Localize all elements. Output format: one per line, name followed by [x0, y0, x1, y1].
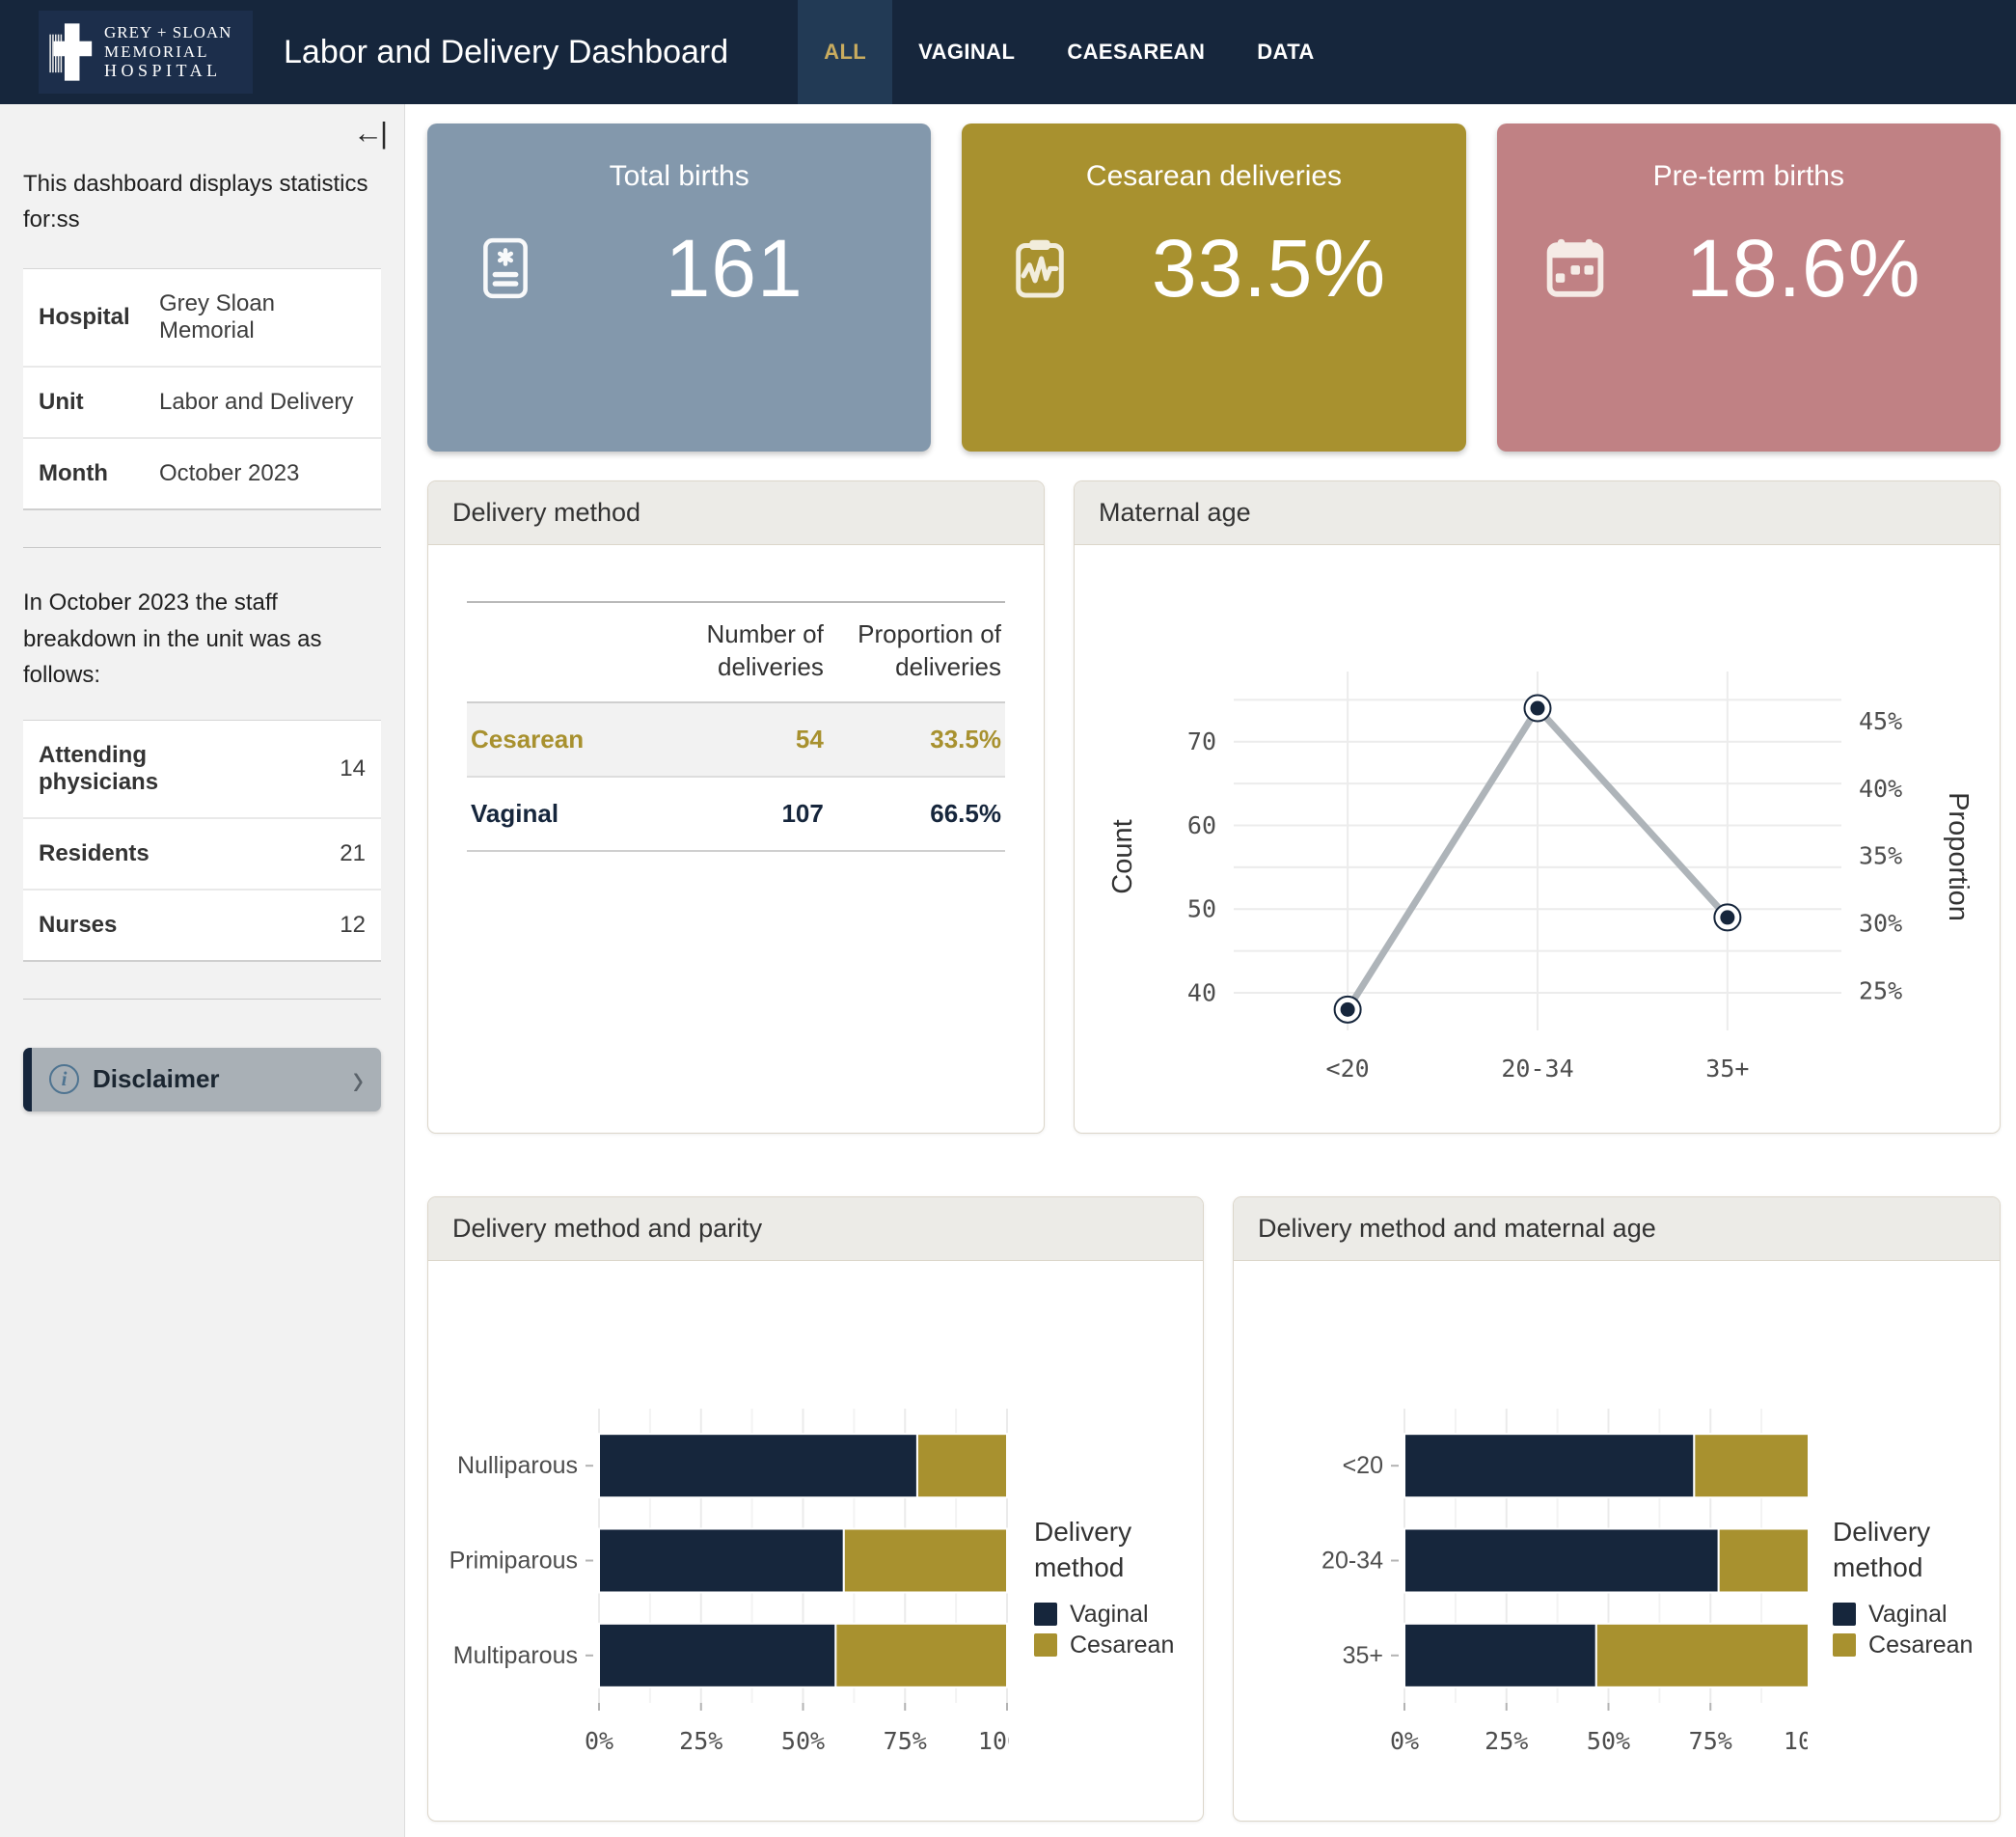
vaginal-swatch — [1034, 1603, 1057, 1626]
svg-text:70: 70 — [1186, 727, 1215, 755]
page-title: Labor and Delivery Dashboard — [284, 34, 728, 71]
info-row-unit: Unit Labor and Delivery — [23, 367, 381, 438]
sidebar-divider — [23, 999, 381, 1000]
svg-text:50%: 50% — [1587, 1727, 1630, 1755]
disclaimer-button[interactable]: i Disclaimer › — [23, 1048, 381, 1111]
delivery-maternal-age-card: Delivery method and maternal age <20 20-3… — [1233, 1196, 2001, 1822]
legend-item-cesarean: Cesarean — [1833, 1631, 2000, 1659]
info-row-month: Month October 2023 — [23, 438, 381, 509]
svg-text:45%: 45% — [1859, 707, 1902, 735]
info-row-hospital: Hospital Grey Sloan Memorial — [23, 269, 381, 368]
staff-intro-text: In October 2023 the staff breakdown in t… — [23, 585, 381, 693]
cesarean-rate-value: 33.5% — [1072, 228, 1465, 309]
main-content: Total births — [405, 104, 2016, 1837]
total-births-value: 161 — [537, 228, 931, 309]
maternal-age-card: Maternal age 40 50 60 70 25% 30% 35% 40% 45% <20 2… — [1074, 480, 2001, 1134]
nav-tabs: ALL VAGINAL CAESAREAN DATA — [798, 0, 1341, 104]
value-box-total-births: Total births — [427, 123, 931, 452]
svg-text:Primiparous: Primiparous — [450, 1548, 578, 1575]
svg-text:<20: <20 — [1343, 1452, 1383, 1479]
svg-text:20-34: 20-34 — [1321, 1548, 1383, 1575]
svg-text:25%: 25% — [1859, 976, 1902, 1004]
tab-caesarean[interactable]: CAESAREAN — [1041, 0, 1231, 104]
delivery-parity-card: Delivery method and parity Nulliparous Pr… — [427, 1196, 1204, 1822]
cesarean-swatch — [1833, 1633, 1856, 1657]
card-title: Delivery method and parity — [428, 1197, 1203, 1261]
hospital-logo: GREY + SLOAN MEMORIAL HOSPITAL — [39, 11, 253, 94]
table-row-cesarean: Cesarean 54 33.5% — [467, 702, 1005, 777]
sidebar-divider — [23, 547, 381, 548]
staff-row-residents: Residents 21 — [23, 818, 381, 890]
table-row-vaginal: Vaginal 107 66.5% — [467, 777, 1005, 851]
vaginal-swatch — [1833, 1603, 1856, 1626]
svg-text:35+: 35+ — [1705, 1055, 1749, 1083]
svg-text:50%: 50% — [781, 1727, 825, 1755]
svg-text:Count: Count — [1107, 819, 1138, 893]
svg-text:<20: <20 — [1325, 1055, 1369, 1083]
legend-item-cesarean: Cesarean — [1034, 1631, 1203, 1659]
svg-text:0%: 0% — [1390, 1727, 1419, 1755]
svg-text:Proportion: Proportion — [1943, 792, 1974, 921]
disclaimer-label: Disclaimer — [93, 1064, 220, 1094]
legend: Delivery method Vaginal Cesarean — [1833, 1515, 2000, 1659]
tab-data[interactable]: DATA — [1231, 0, 1340, 104]
value-box-cesarean: Cesarean deliveries 33.5% — [962, 123, 1465, 452]
svg-text:40%: 40% — [1859, 775, 1902, 803]
svg-text:25%: 25% — [1485, 1727, 1528, 1755]
card-title: Delivery method and maternal age — [1234, 1197, 2000, 1261]
sidebar-intro-text: This dashboard displays statistics for:s… — [23, 166, 381, 237]
file-medical-icon — [474, 236, 537, 300]
hospital-info-table: Hospital Grey Sloan Memorial Unit Labor … — [23, 268, 381, 510]
parity-stacked-bar-chart: Nulliparous Primiparous Multiparous 0% 25% 50… — [440, 1394, 1009, 1780]
chevron-right-icon: › — [353, 1056, 364, 1103]
svg-text:75%: 75% — [884, 1727, 927, 1755]
col-header-proportion: Proportion of deliveries — [828, 602, 1005, 702]
svg-text:100%: 100% — [1784, 1727, 1808, 1755]
tab-all[interactable]: ALL — [798, 0, 892, 104]
svg-text:25%: 25% — [679, 1727, 722, 1755]
sidebar: ←| This dashboard displays statistics fo… — [0, 104, 405, 1837]
legend-item-vaginal: Vaginal — [1034, 1601, 1203, 1629]
col-header-number: Number of deliveries — [650, 602, 828, 702]
tab-vaginal[interactable]: VAGINAL — [892, 0, 1041, 104]
hospital-cross-icon — [48, 20, 95, 84]
legend-item-vaginal: Vaginal — [1833, 1601, 2000, 1629]
svg-text:20-34: 20-34 — [1501, 1055, 1573, 1083]
info-icon: i — [49, 1064, 79, 1094]
cesarean-swatch — [1034, 1633, 1057, 1657]
value-boxes-row: Total births — [427, 123, 2001, 452]
hospital-logo-text: GREY + SLOAN MEMORIAL HOSPITAL — [104, 23, 232, 81]
delivery-method-card: Delivery method Number of deliveries Pro… — [427, 480, 1045, 1134]
card-title: Maternal age — [1075, 481, 2000, 545]
collapse-sidebar-icon[interactable]: ←| — [353, 116, 385, 151]
staff-row-attending: Attending physicians 14 — [23, 720, 381, 818]
svg-text:100%: 100% — [978, 1727, 1009, 1755]
staff-table: Attending physicians 14 Residents 21 Nur… — [23, 720, 381, 962]
value-box-preterm: Pre-term births 18.6% — [1497, 123, 2001, 452]
svg-text:60: 60 — [1186, 811, 1215, 839]
calendar-week-icon — [1543, 236, 1607, 300]
svg-text:50: 50 — [1186, 895, 1215, 923]
age-stacked-bar-chart: <20 20-34 35+ 0% 25% 50% 75% 100% — [1245, 1394, 1808, 1780]
clipboard-pulse-icon — [1008, 236, 1072, 300]
svg-text:Nulliparous: Nulliparous — [457, 1452, 578, 1479]
svg-text:30%: 30% — [1859, 909, 1902, 937]
svg-text:35%: 35% — [1859, 842, 1902, 870]
svg-text:40: 40 — [1186, 978, 1215, 1006]
navbar: GREY + SLOAN MEMORIAL HOSPITAL Labor and… — [0, 0, 2016, 104]
preterm-rate-value: 18.6% — [1607, 228, 2001, 309]
delivery-method-table: Number of deliveries Proportion of deliv… — [467, 601, 1005, 852]
staff-row-nurses: Nurses 12 — [23, 890, 381, 961]
svg-text:35+: 35+ — [1343, 1642, 1383, 1669]
svg-text:0%: 0% — [585, 1727, 613, 1755]
svg-text:75%: 75% — [1689, 1727, 1732, 1755]
legend: Delivery method Vaginal Cesarean — [1034, 1515, 1203, 1659]
card-title: Delivery method — [428, 481, 1044, 545]
svg-text:Multiparous: Multiparous — [453, 1642, 578, 1669]
maternal-age-line-chart: 40 50 60 70 25% 30% 35% 40% 45% <20 20-34 35+ Count P… — [1089, 640, 1986, 1122]
